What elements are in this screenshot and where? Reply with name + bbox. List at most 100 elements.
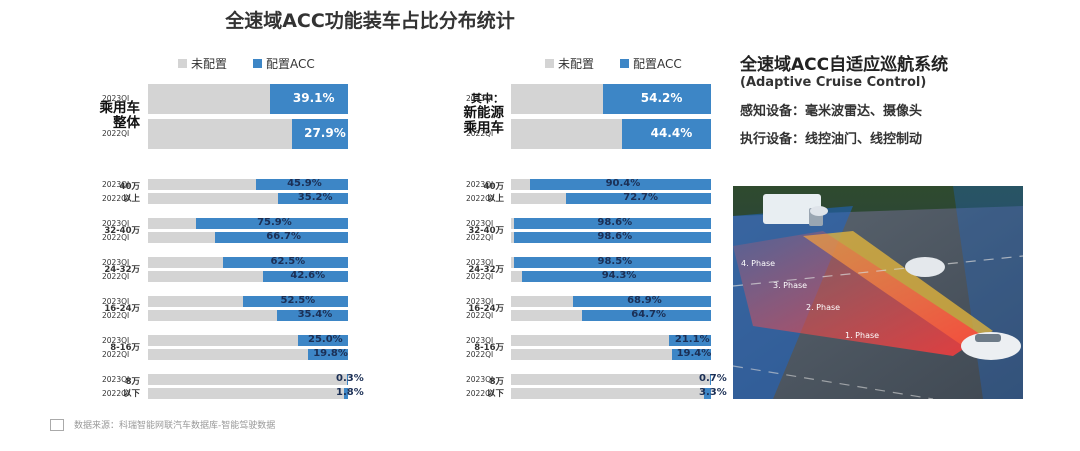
bar-unconfigured — [511, 335, 711, 346]
bar-value-label: 98.5% — [597, 255, 633, 267]
illustration-lane-line — [733, 365, 934, 399]
year-label: 2022QI — [102, 349, 130, 359]
group-label: 8-16万 — [474, 341, 504, 353]
legend-item-unconfigured: 未配置 — [545, 55, 594, 72]
bar-unconfigured — [148, 388, 348, 399]
legend-swatch-configured — [620, 59, 630, 68]
year-label: 2022QI — [102, 271, 130, 281]
bar-unconfigured — [511, 84, 711, 114]
bar-configured-acc — [622, 119, 711, 149]
year-label: 2022QI — [466, 129, 494, 138]
group-label-line: 乘用车 — [99, 99, 141, 116]
year-label: 2023QI — [102, 296, 130, 306]
bar-unconfigured — [148, 257, 348, 268]
bar-unconfigured — [148, 271, 348, 282]
bar-value-label: 98.6% — [597, 230, 633, 242]
bar-configured-acc — [256, 179, 348, 190]
year-label: 2023QI — [102, 257, 130, 267]
year-label: 2023QI — [102, 218, 130, 228]
group-label-line: 以上 — [122, 193, 140, 204]
bar-value-label: 19.8% — [313, 347, 348, 359]
bar-value-label: 27.9% — [304, 126, 346, 140]
illustration-car-small — [810, 206, 828, 216]
year-label: 2022QI — [466, 388, 494, 398]
year-label: 2022QI — [466, 310, 494, 320]
bar-configured-acc — [347, 374, 348, 385]
bar-value-label: 0.7% — [699, 372, 727, 384]
bar-value-label: 0.3% — [336, 372, 364, 384]
bar-value-label: 52.5% — [280, 294, 316, 306]
bar-configured-acc — [581, 310, 711, 321]
bar-unconfigured — [148, 232, 348, 243]
bar-unconfigured — [148, 84, 348, 114]
group-label: 32-40万 — [104, 224, 140, 236]
bar-value-label: 68.9% — [627, 294, 662, 306]
bar-configured-acc — [298, 335, 348, 346]
bar-unconfigured — [148, 193, 348, 204]
year-label: 2022QI — [102, 232, 130, 242]
bar-configured-acc — [344, 388, 348, 399]
source-icon — [50, 418, 64, 431]
bar-configured-acc — [573, 296, 711, 307]
bar-unconfigured — [511, 388, 711, 399]
legend-left: 未配置 配置ACC — [178, 55, 341, 72]
group-label: 24-32万 — [468, 263, 504, 275]
group-label-line: 40万 — [483, 181, 504, 192]
bar-configured-acc — [672, 349, 711, 360]
year-label: 2022QI — [466, 271, 494, 281]
bar-unconfigured — [148, 296, 348, 307]
data-source: 数据来源：科瑞智能网联汽车数据库-智能驾驶数据 — [50, 418, 275, 431]
group-label-line: 8万 — [125, 376, 140, 387]
bar-unconfigured — [148, 310, 348, 321]
bar-value-label: 64.7% — [631, 308, 666, 320]
bar-unconfigured — [511, 119, 711, 149]
bar-unconfigured — [148, 374, 348, 385]
bar-unconfigured — [511, 271, 711, 282]
legend-swatch-unconfigured — [545, 59, 554, 68]
bar-value-label: 39.1% — [292, 91, 335, 105]
bar-value-label: 98.6% — [597, 216, 633, 228]
legend-item-configured: 配置ACC — [620, 55, 682, 72]
group-label-line: 整体 — [113, 115, 140, 132]
bar-configured-acc — [196, 218, 348, 229]
phase-label-2: 2. Phase — [806, 303, 840, 312]
group-label: 16-24万 — [104, 302, 140, 314]
bar-unconfigured — [148, 335, 348, 346]
year-label: 2023QI — [466, 296, 494, 306]
group-label-line: 24-32万 — [104, 265, 140, 275]
phase-label-1: 1. Phase — [845, 331, 879, 340]
bar-unconfigured — [148, 179, 348, 190]
bar-configured-acc — [514, 257, 711, 268]
group-label-line: 8万 — [489, 376, 504, 387]
illustration-radar-beam — [733, 231, 983, 356]
bar-value-label: 90.4% — [605, 177, 641, 189]
bar-value-label: 35.4% — [297, 308, 333, 320]
bar-configured-acc — [277, 193, 348, 204]
year-label: 2023QI — [102, 374, 130, 384]
group-label: 其中： 新能源 乘用车 — [464, 92, 505, 137]
bar-unconfigured — [511, 374, 711, 385]
bar-unconfigured — [511, 310, 711, 321]
year-label: 2023QI — [102, 179, 130, 189]
legend-swatch-configured — [253, 59, 263, 68]
legend-label-unconfigured: 未配置 — [558, 57, 595, 71]
illustration-ego-car-window — [975, 334, 1001, 342]
bar-configured-acc — [292, 119, 348, 149]
bar-configured-acc — [513, 232, 711, 243]
bar-configured-acc — [513, 218, 711, 229]
year-label: 2023QI — [466, 257, 494, 267]
bar-value-label: 75.9% — [257, 216, 292, 228]
bar-value-label: 62.5% — [270, 255, 306, 267]
bar-value-label: 21.1% — [674, 333, 710, 345]
illustration-truck — [763, 194, 821, 224]
group-label: 32-40万 — [468, 224, 504, 236]
group-label-line: 32-40万 — [104, 226, 140, 236]
bar-configured-acc — [277, 310, 348, 321]
legend-item-configured: 配置ACC — [253, 55, 315, 72]
acc-panel-subtitle: (Adaptive Cruise Control) — [740, 75, 927, 90]
year-label: 2022QI — [102, 193, 130, 203]
acc-illustration: 4. Phase 3. Phase 2. Phase 1. Phase — [733, 186, 1023, 399]
bar-configured-acc — [530, 179, 711, 190]
bar-value-label: 3.3% — [699, 386, 727, 398]
